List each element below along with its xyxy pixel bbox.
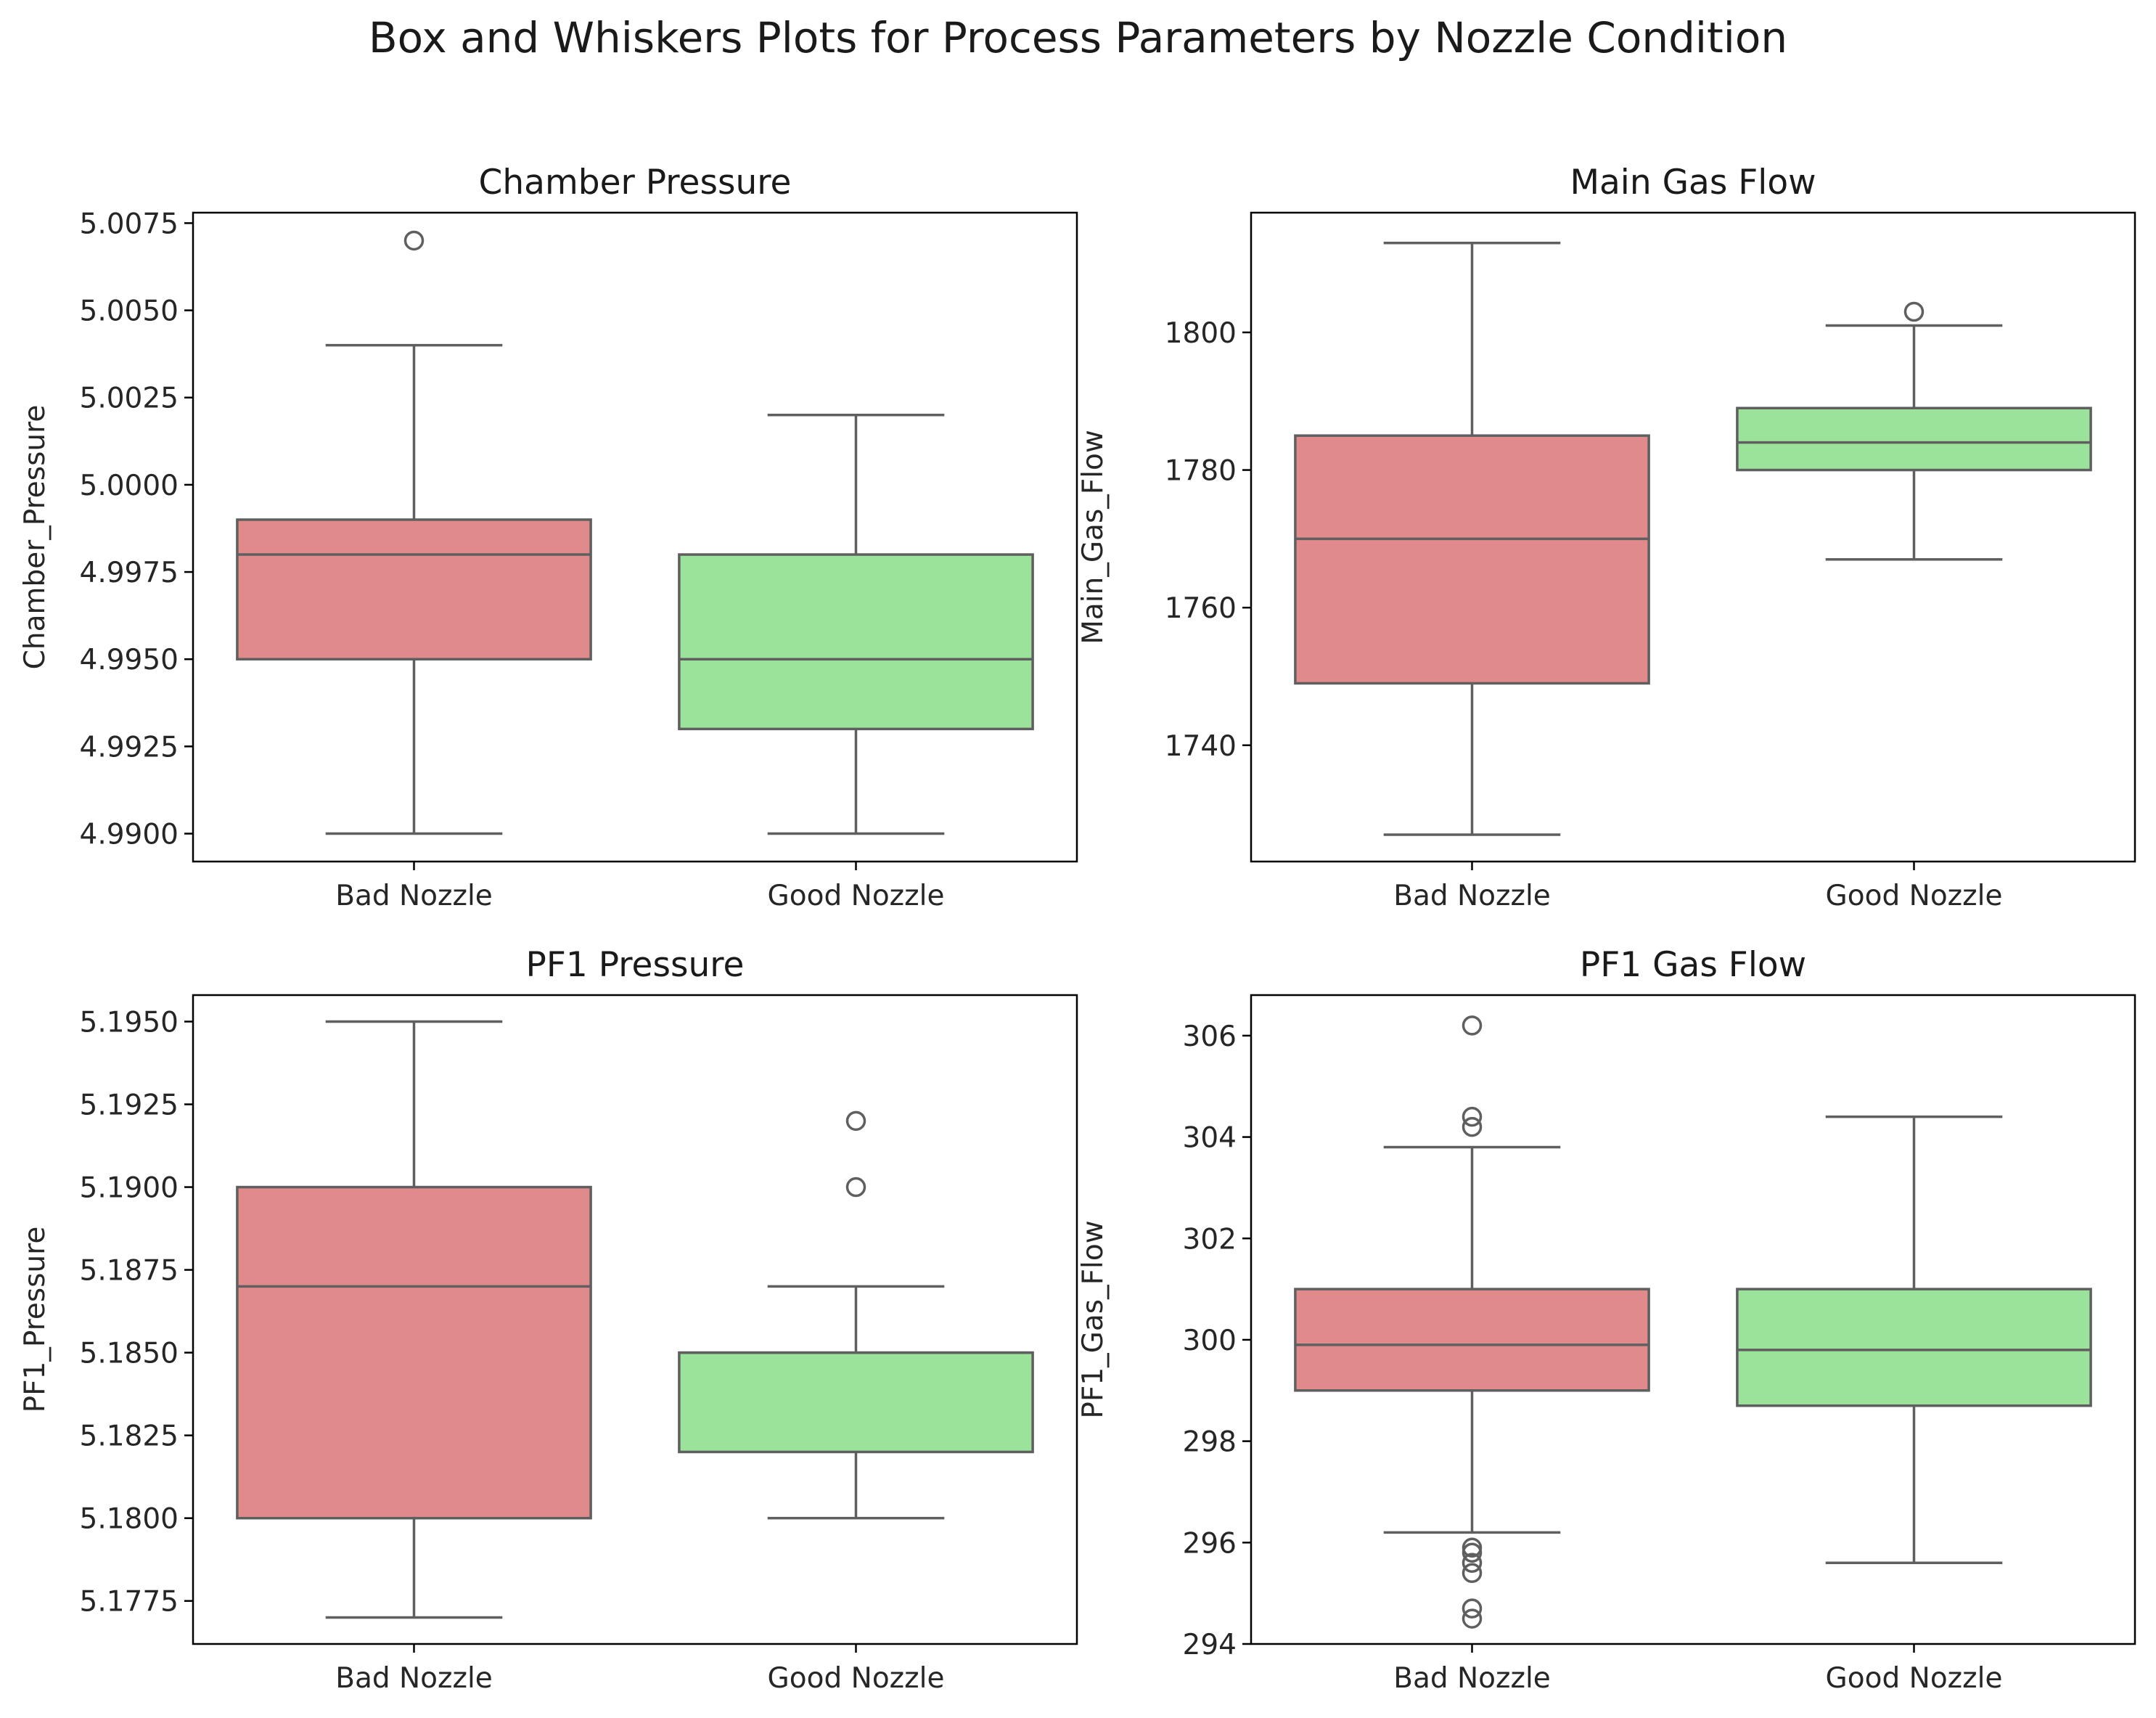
y-tick-label: 4.9950 [80,644,179,676]
x-tick-label: Bad Nozzle [1393,880,1551,912]
box-bad-nozzle [236,230,592,835]
outlier-point [1462,1537,1483,1558]
outlier-point [1462,1015,1483,1036]
chart-panel-4: PF1 Gas Flow PF1_Gas_Flow 294 296 298 300 302 3… [1077,945,2136,1695]
plot-frame [1250,994,2136,1645]
outlier-point [1903,301,1925,322]
chart-panel-3: PF1 Pressure PF1_Pressure 5.1775 5.1800 5.18… [19,945,1078,1695]
box-bad-nozzle [1294,1015,1650,1629]
plot-frame [1250,211,2136,863]
y-axis-label: PF1_Pressure [19,1227,52,1413]
x-tick-label: Bad Nozzle [1393,1662,1551,1695]
figure-title: Box and Whiskers Plots for Process Param… [368,13,1788,62]
y-tick-label: 4.9975 [80,557,179,589]
y-tick-label: 1800 [1165,317,1237,350]
iqr-box [236,1185,592,1520]
x-tick-label: Good Nozzle [1826,1662,2003,1695]
x-tick-label: Good Nozzle [768,880,945,912]
outlier-point [1462,1553,1483,1573]
y-tick-label: 1780 [1165,455,1237,488]
outlier-point [845,1110,866,1132]
x-tick-label: Bad Nozzle [335,1662,493,1695]
x-tick-label: Good Nozzle [768,1662,945,1695]
panel-title: PF1 Pressure [526,945,745,985]
box-good-nozzle [1736,1115,2092,1564]
y-tick-label: 298 [1183,1426,1237,1459]
outlier-point [1462,1542,1483,1563]
iqr-box [236,518,592,660]
outlier-point [1462,1608,1483,1629]
y-axis-label: Chamber_Pressure [19,405,52,670]
iqr-box [1736,1288,2092,1407]
y-tick-label: 5.1775 [80,1586,179,1619]
x-tick-label: Bad Nozzle [335,880,493,912]
iqr-box [1294,1288,1650,1392]
outlier-point [1462,1563,1483,1583]
iqr-box [678,1351,1034,1454]
y-tick-label: 5.1925 [80,1089,179,1122]
y-tick-label: 1760 [1165,592,1237,625]
y-tick-label: 304 [1183,1122,1237,1155]
y-tick-label: 4.9900 [80,819,179,851]
y-tick-label: 5.1825 [80,1420,179,1453]
panel-title: Chamber Pressure [479,163,792,203]
iqr-box [1294,434,1650,685]
panel-title: Main Gas Flow [1570,163,1816,203]
x-tick-label: Good Nozzle [1826,880,2003,912]
outlier-point [1462,1116,1483,1137]
outlier-point [1462,1106,1483,1127]
y-tick-label: 5.1950 [80,1006,179,1039]
iqr-box [1736,406,2092,472]
plot-frame [192,211,1078,863]
y-tick-label: 296 [1183,1527,1237,1560]
plot-frame [192,994,1078,1645]
y-tick-label: 302 [1183,1223,1237,1256]
panel-title: PF1 Gas Flow [1580,945,1806,985]
y-tick-label: 294 [1183,1629,1237,1661]
y-tick-label: 5.1850 [80,1338,179,1370]
box-good-nozzle [1736,301,2092,561]
outlier-point [403,230,425,251]
y-tick-label: 5.0050 [80,295,179,328]
outlier-point [845,1177,866,1198]
y-tick-label: 5.0075 [80,208,179,240]
chart-panel-2: Main Gas Flow Main_Gas_Flow 1740 1760 1780 18… [1077,163,2136,912]
y-tick-label: 5.1900 [80,1172,179,1205]
box-good-nozzle [678,414,1034,835]
y-axis-label: Main_Gas_Flow [1077,430,1110,645]
y-tick-label: 306 [1183,1020,1237,1053]
y-axis-label: PF1_Gas_Flow [1077,1220,1110,1418]
y-tick-label: 5.0025 [80,383,179,415]
y-tick-label: 5.1800 [80,1503,179,1536]
box-bad-nozzle [236,1020,592,1619]
box-bad-nozzle [1294,241,1650,836]
iqr-box [678,553,1034,731]
y-tick-label: 5.1875 [80,1255,179,1288]
box-good-nozzle [678,1110,1034,1520]
outlier-point [1462,1598,1483,1619]
y-tick-label: 4.9925 [80,731,179,764]
y-tick-label: 300 [1183,1325,1237,1357]
y-tick-label: 5.0000 [80,470,179,502]
chart-panel-1: Chamber Pressure Chamber_Pressure 4.9900 4.… [19,163,1078,912]
y-tick-label: 1740 [1165,730,1237,763]
